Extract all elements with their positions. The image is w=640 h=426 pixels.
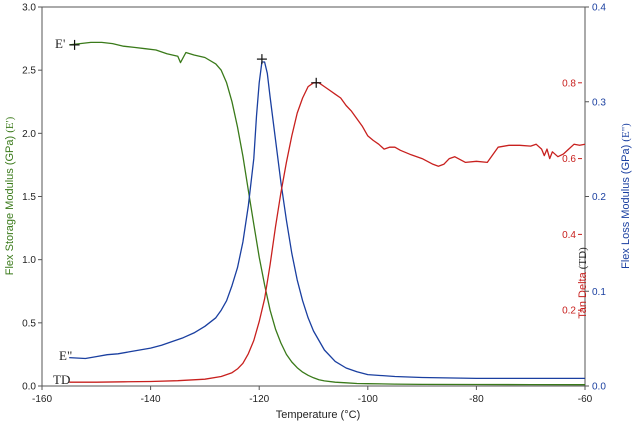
x-axis-ticks: -160 -140 -120 -100 -80 -60 <box>32 386 593 405</box>
series-label-td: TD <box>53 372 70 387</box>
left-tick-label: 0.0 <box>22 382 36 393</box>
right-tick-label: 0.4 <box>592 3 606 14</box>
left-axis-label: Flex Storage Modulus (GPa) (E') <box>4 116 16 275</box>
right-tick-label: 0.0 <box>592 382 606 393</box>
tan-delta-line <box>69 82 586 383</box>
left-tick-label: 3.0 <box>22 3 36 14</box>
left-axis-label-main: Flex Storage Modulus (GPa) <box>4 136 16 275</box>
x-tick-label: -100 <box>358 394 378 405</box>
peak-marker <box>311 77 322 88</box>
left-tick-label: 2.5 <box>22 66 36 77</box>
right-axis-label-symbol: (E") <box>620 123 632 142</box>
right-axis-label-main: Flex Loss Modulus (GPa) <box>620 145 632 269</box>
left-tick-label: 2.0 <box>22 129 36 140</box>
right-tick-label: 0.1 <box>592 287 606 298</box>
right-axis-label: Flex Loss Modulus (GPa) (E") <box>620 123 632 269</box>
tan-delta-tick-label: 0.4 <box>562 230 576 241</box>
left-axis-label-symbol: (E') <box>4 116 16 132</box>
right-tick-label: 0.3 <box>592 97 606 108</box>
e-prime-line <box>69 41 586 386</box>
x-tick-label: -120 <box>249 394 269 405</box>
right-tick-label: 0.2 <box>592 192 606 203</box>
e-double-prime-line <box>69 61 585 380</box>
plot-area <box>41 6 586 387</box>
left-tick-label: 1.5 <box>22 192 36 203</box>
x-axis-label: Temperature (°C) <box>276 409 360 421</box>
tan-delta-tick-label: 0.8 <box>562 78 576 89</box>
series-label-e-double-prime: E" <box>59 348 72 363</box>
x-tick-label: -140 <box>141 394 161 405</box>
series-lines <box>69 41 586 386</box>
tan-delta-axis-label-main: Tan Delta <box>577 271 589 318</box>
left-tick-label: 0.5 <box>22 318 36 329</box>
tan-delta-axis-label-symbol: (TD) <box>577 247 589 269</box>
peak-markers <box>69 39 322 88</box>
left-tick-label: 1.0 <box>22 255 36 266</box>
series-label-e-prime: E' <box>55 36 65 51</box>
x-tick-label: -60 <box>578 394 593 405</box>
x-tick-label: -160 <box>32 394 52 405</box>
peak-marker <box>256 54 267 65</box>
peak-marker <box>69 39 80 50</box>
tan-delta-axis-label: Tan Delta (TD) <box>577 247 589 319</box>
right-axis-ticks: 0.0 0.1 0.2 0.3 0.4 <box>585 3 606 393</box>
tan-delta-tick-label: 0.6 <box>562 154 576 165</box>
x-tick-label: -80 <box>469 394 484 405</box>
left-axis-ticks: 0.0 0.5 1.0 1.5 2.0 2.5 3.0 <box>22 3 42 393</box>
tan-delta-axis-ticks: 0.2 0.4 0.6 0.8 <box>562 78 582 317</box>
tan-delta-tick-label: 0.2 <box>562 306 576 317</box>
